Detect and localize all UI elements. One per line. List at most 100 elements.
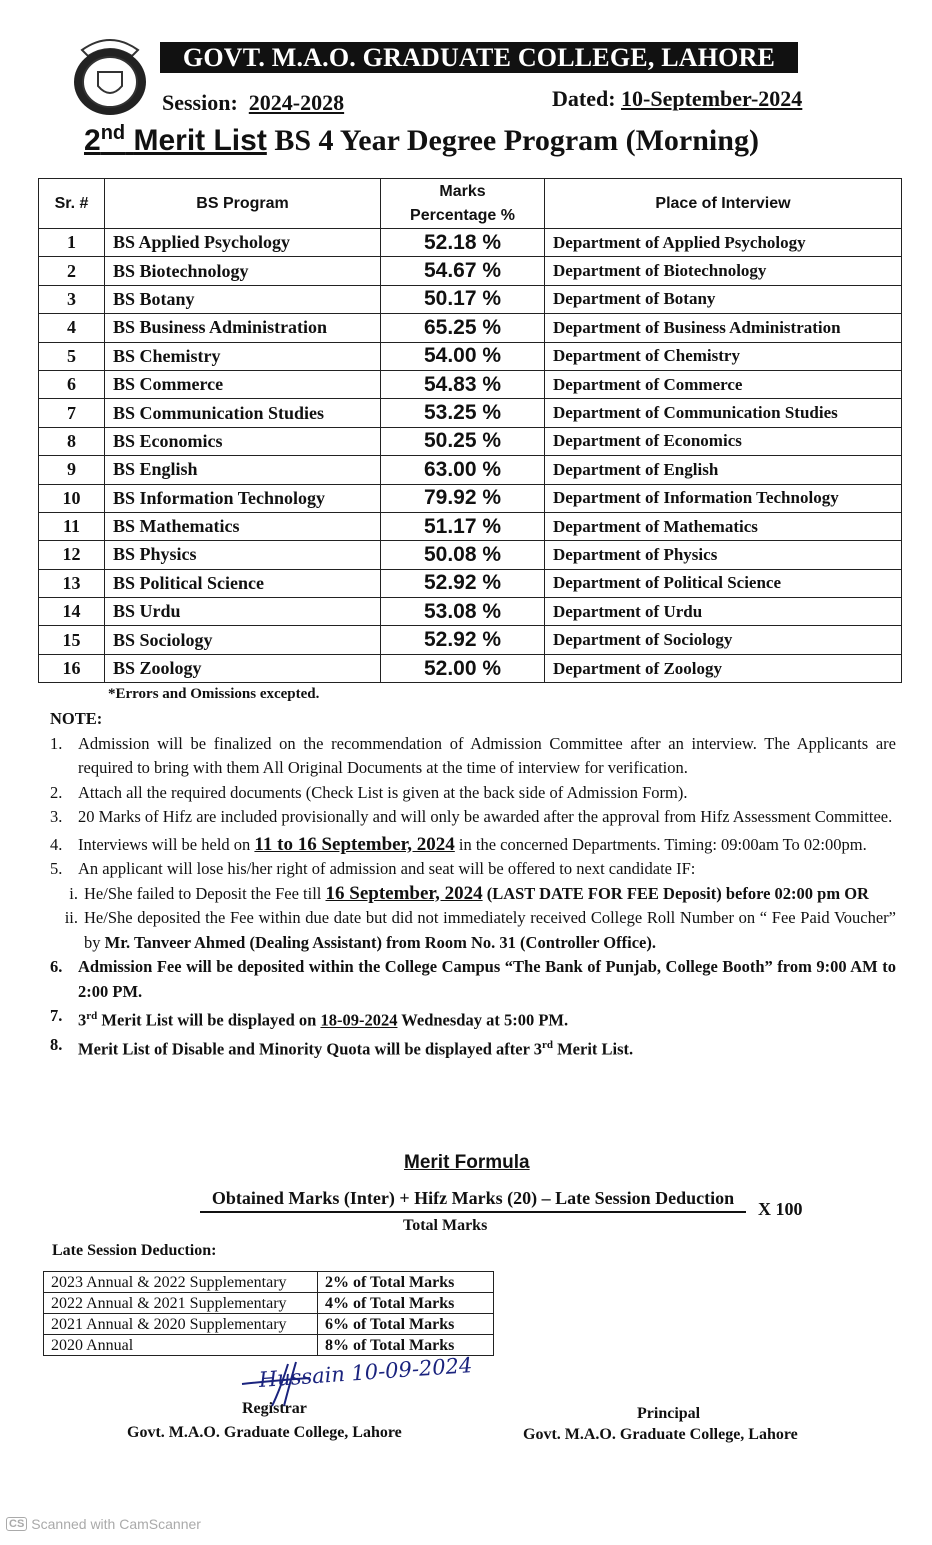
session-cell: 2022 Annual & 2021 Supplementary <box>43 1292 318 1314</box>
note-5-ii: ii. He/She deposited the Fee within due d… <box>50 906 896 955</box>
program-cell: BS Botany <box>104 284 381 315</box>
program-cell: BS Applied Psychology <box>104 227 381 258</box>
note-num: 5. <box>50 859 63 878</box>
note-text: He/She deposited the Fee within due date… <box>84 906 896 955</box>
program-cell: BS Physics <box>104 540 381 570</box>
note-5: 5. An applicant will lose his/her right o… <box>50 857 896 882</box>
heading-rest: BS 4 Year Degree Program (Morning) <box>274 124 759 157</box>
program-cell: BS Information Technology <box>104 483 381 513</box>
program-cell: BS Communication Studies <box>104 398 381 428</box>
table-row: 12 BS Physics 50.08 % Department of Physics <box>38 540 902 570</box>
place-cell: Department of Information Technology <box>544 483 902 513</box>
program-cell: BS Economics <box>104 426 381 457</box>
marks-cell: 50.17 % <box>380 284 545 315</box>
marks-cell: 65.25 % <box>380 313 545 343</box>
note-text: Admission Fee will be deposited within t… <box>78 957 896 1001</box>
late-session-row: 2021 Annual & 2020 Supplementary 6% of To… <box>43 1313 494 1335</box>
deduction-cell: 2% of Total Marks <box>317 1271 494 1293</box>
program-cell: BS Political Science <box>104 568 381 599</box>
note-num: 3. <box>50 807 63 826</box>
heading-sup: nd <box>100 122 126 144</box>
note-num: 2. <box>50 782 63 802</box>
program-cell: BS Business Administration <box>104 313 381 343</box>
col-place: Place of Interview <box>544 178 902 229</box>
col-marks: Marks Percentage % <box>380 178 545 229</box>
page-title: 2nd Merit List BS 4 Year Degree Program … <box>84 122 759 158</box>
sr-cell: 6 <box>38 369 105 400</box>
note-8-a: Merit List of Disable and Minority Quota… <box>78 1039 542 1059</box>
dated-label: Dated: <box>552 86 616 111</box>
late-session-table: 2023 Annual & 2022 Supplementary 2% of To… <box>43 1271 494 1356</box>
notes: NOTE: 1. Admission will be finalized on t… <box>50 707 896 1062</box>
late-session-row: 2023 Annual & 2022 Supplementary 2% of To… <box>43 1271 494 1293</box>
sr-cell: 8 <box>38 426 105 457</box>
marks-cell: 50.08 % <box>380 540 545 570</box>
registrar-signature-stroke <box>241 1361 311 1407</box>
sr-cell: 10 <box>38 483 105 513</box>
note-5ii-b: Mr. Tanveer Ahmed (Dealing Assistant) fr… <box>104 932 656 952</box>
formula-title: Merit Formula <box>404 1152 530 1174</box>
table-row: 2 BS Biotechnology 54.67 % Department of Bi… <box>38 256 902 286</box>
sr-cell: 3 <box>38 284 105 315</box>
sr-cell: 9 <box>38 455 105 485</box>
note-text: Merit List of Disable and Minority Quota… <box>78 1033 896 1062</box>
note-num: 7. <box>50 1006 63 1025</box>
sr-cell: 5 <box>38 341 105 371</box>
marks-cell: 52.92 % <box>380 625 545 655</box>
note-5i-c: (LAST DATE FOR FEE Deposit) before 02:00… <box>482 883 869 903</box>
fee-deadline: 16 September, 2024 <box>325 882 483 904</box>
col-marks-2: Percentage % <box>410 206 515 224</box>
marks-cell: 52.18 % <box>380 227 545 258</box>
table-row: 16 BS Zoology 52.00 % Department of Zoology <box>38 653 902 684</box>
program-cell: BS Sociology <box>104 625 381 655</box>
marks-cell: 52.92 % <box>380 568 545 599</box>
table-row: 3 BS Botany 50.17 % Department of Botany <box>38 284 902 315</box>
deduction-cell: 4% of Total Marks <box>317 1292 494 1314</box>
sr-cell: 11 <box>38 511 105 542</box>
heading-merit: Merit List <box>133 124 267 157</box>
place-cell: Department of Mathematics <box>544 511 902 542</box>
dated-value: 10-September-2024 <box>621 86 803 111</box>
table-row: 5 BS Chemistry 54.00 % Department of Chemis… <box>38 341 902 371</box>
camscanner-icon: CS <box>6 1517 28 1531</box>
note-7-b: Merit List will be displayed on <box>97 1010 321 1030</box>
note-num: 1. <box>50 733 63 753</box>
table-row: 6 BS Commerce 54.83 % Department of Commerc… <box>38 369 902 400</box>
marks-cell: 51.17 % <box>380 511 545 542</box>
registrar-college: Govt. M.A.O. Graduate College, Lahore <box>127 1424 402 1441</box>
place-cell: Department of Applied Psychology <box>544 227 902 258</box>
place-cell: Department of Urdu <box>544 597 902 627</box>
table-row: 7 BS Communication Studies 53.25 % Departme… <box>38 398 902 428</box>
session-value: 2024-2028 <box>248 90 345 115</box>
principal-title: Principal <box>637 1405 701 1422</box>
college-title: GOVT. M.A.O. GRADUATE COLLEGE, LAHORE <box>160 42 798 73</box>
dated: Dated: 10-September-2024 <box>552 86 802 112</box>
note-num: ii. <box>64 908 78 927</box>
note-text: An applicant will lose his/her right of … <box>78 859 696 878</box>
place-cell: Department of English <box>544 455 902 485</box>
principal-college: Govt. M.A.O. Graduate College, Lahore <box>523 1426 798 1443</box>
deduction-cell: 6% of Total Marks <box>317 1313 494 1335</box>
place-cell: Department of Botany <box>544 284 902 315</box>
place-cell: Department of Commerce <box>544 369 902 400</box>
note-7-a: 3 <box>78 1010 87 1030</box>
table-row: 10 BS Information Technology 79.92 % Depart… <box>38 483 902 513</box>
place-cell: Department of Physics <box>544 540 902 570</box>
col-program: BS Program <box>104 178 381 229</box>
program-cell: BS Zoology <box>104 653 381 684</box>
table-row: 13 BS Political Science 52.92 % Department … <box>38 568 902 599</box>
sr-cell: 1 <box>38 227 105 258</box>
table-row: 15 BS Sociology 52.92 % Department of Socio… <box>38 625 902 655</box>
program-cell: BS English <box>104 455 381 485</box>
formula-denominator: Total Marks <box>403 1217 488 1234</box>
program-cell: BS Urdu <box>104 597 381 627</box>
third-list-date: 18-09-2024 <box>320 1010 398 1030</box>
session-cell: 2021 Annual & 2020 Supplementary <box>43 1313 318 1335</box>
marks-cell: 53.25 % <box>380 398 545 428</box>
session-cell: 2020 Annual <box>43 1334 318 1356</box>
marks-cell: 54.00 % <box>380 341 545 371</box>
marks-cell: 53.08 % <box>380 597 545 627</box>
note-num: 4. <box>50 834 63 854</box>
sr-cell: 7 <box>38 398 105 428</box>
note-text: Attach all the required documents (Check… <box>78 782 688 802</box>
